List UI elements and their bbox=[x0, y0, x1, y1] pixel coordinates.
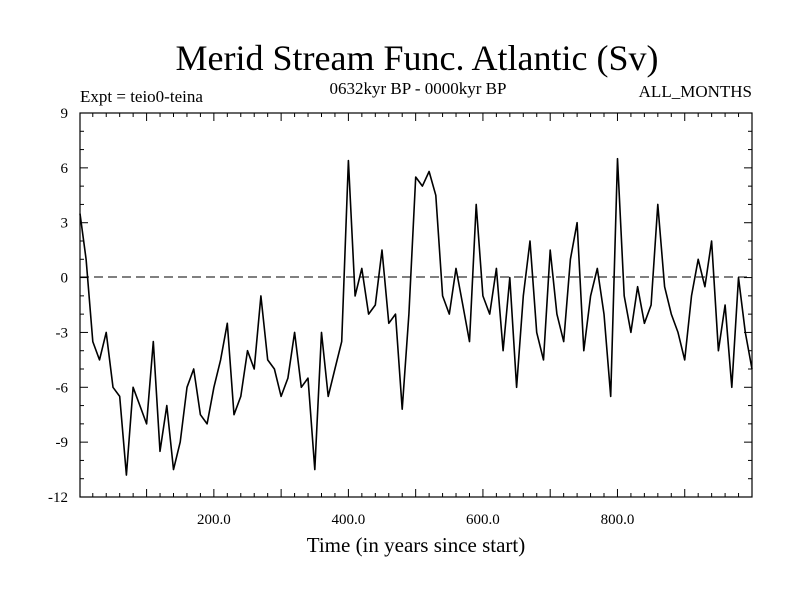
y-tick-label: 0 bbox=[61, 271, 69, 287]
y-tick-label: -6 bbox=[56, 380, 69, 396]
x-tick-label: 400.0 bbox=[332, 512, 366, 528]
y-tick-label: 9 bbox=[61, 106, 69, 122]
x-axis-label: Time (in years since start) bbox=[307, 533, 526, 557]
y-tick-label: -3 bbox=[56, 325, 69, 341]
y-axis: 9 6 3 0 -3 -6 -9 -12 bbox=[48, 106, 752, 506]
x-tick-label: 600.0 bbox=[466, 512, 500, 528]
y-tick-label: 6 bbox=[61, 161, 69, 177]
x-tick-label: 800.0 bbox=[601, 512, 635, 528]
y-tick-label: -12 bbox=[48, 490, 68, 506]
months-label: ALL_MONTHS bbox=[639, 82, 752, 101]
series-group bbox=[79, 157, 753, 476]
chart-title: Merid Stream Func. Atlantic (Sv) bbox=[176, 38, 659, 78]
y-tick-label: 3 bbox=[61, 216, 69, 232]
series-line bbox=[79, 157, 753, 476]
y-tick-label: -9 bbox=[56, 435, 69, 451]
x-tick-label: 200.0 bbox=[197, 512, 231, 528]
time-range-label: 0632kyr BP - 0000kyr BP bbox=[330, 79, 507, 98]
x-axis: 200.0 400.0 600.0 800.0 bbox=[92, 113, 740, 528]
experiment-label: Expt = teio0-teina bbox=[80, 87, 203, 106]
